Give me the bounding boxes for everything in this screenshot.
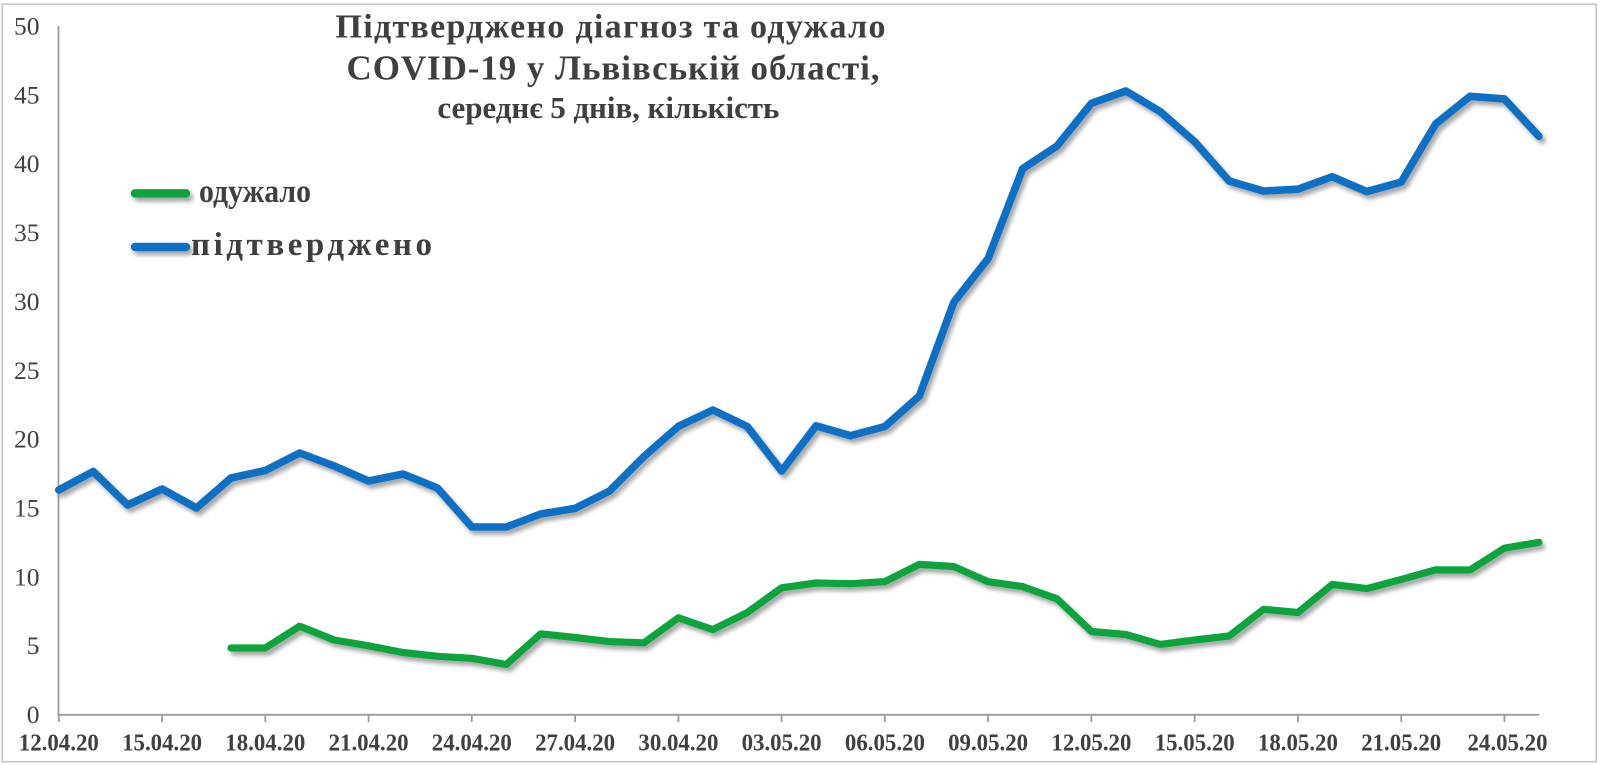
- svg-text:12.04.20: 12.04.20: [19, 731, 99, 757]
- svg-text:03.05.20: 03.05.20: [742, 731, 822, 757]
- svg-text:27.04.20: 27.04.20: [535, 731, 615, 757]
- svg-text:20: 20: [14, 425, 40, 454]
- svg-text:одужало: одужало: [199, 174, 311, 210]
- svg-text:18.05.20: 18.05.20: [1258, 731, 1338, 757]
- svg-text:09.05.20: 09.05.20: [948, 731, 1028, 757]
- svg-text:50: 50: [14, 11, 40, 40]
- svg-text:18.04.20: 18.04.20: [225, 731, 305, 757]
- svg-text:COVID-19 у Львівській області,: COVID-19 у Львівській області,: [347, 49, 880, 88]
- svg-text:06.05.20: 06.05.20: [845, 731, 925, 757]
- svg-text:10: 10: [14, 562, 40, 591]
- svg-text:15.05.20: 15.05.20: [1155, 731, 1235, 757]
- svg-text:40: 40: [14, 149, 40, 178]
- svg-text:21.05.20: 21.05.20: [1361, 731, 1441, 757]
- svg-text:12.05.20: 12.05.20: [1051, 731, 1131, 757]
- svg-text:Підтверджено діагноз та одужал: Підтверджено діагноз та одужало: [336, 9, 886, 46]
- svg-text:15.04.20: 15.04.20: [122, 731, 202, 757]
- svg-text:24.05.20: 24.05.20: [1468, 731, 1548, 757]
- svg-text:45: 45: [14, 80, 40, 109]
- svg-text:24.04.20: 24.04.20: [432, 731, 512, 757]
- svg-text:підтверджено: підтверджено: [191, 227, 432, 263]
- svg-text:5: 5: [27, 631, 40, 660]
- svg-text:15: 15: [14, 494, 40, 523]
- svg-text:30: 30: [14, 287, 40, 316]
- svg-text:середнє 5 днів, кількість: середнє 5 днів, кількість: [437, 90, 779, 125]
- svg-text:21.04.20: 21.04.20: [329, 731, 409, 757]
- svg-text:0: 0: [27, 700, 40, 729]
- svg-text:25: 25: [14, 356, 40, 385]
- svg-text:30.04.20: 30.04.20: [638, 731, 718, 757]
- svg-text:35: 35: [14, 218, 40, 247]
